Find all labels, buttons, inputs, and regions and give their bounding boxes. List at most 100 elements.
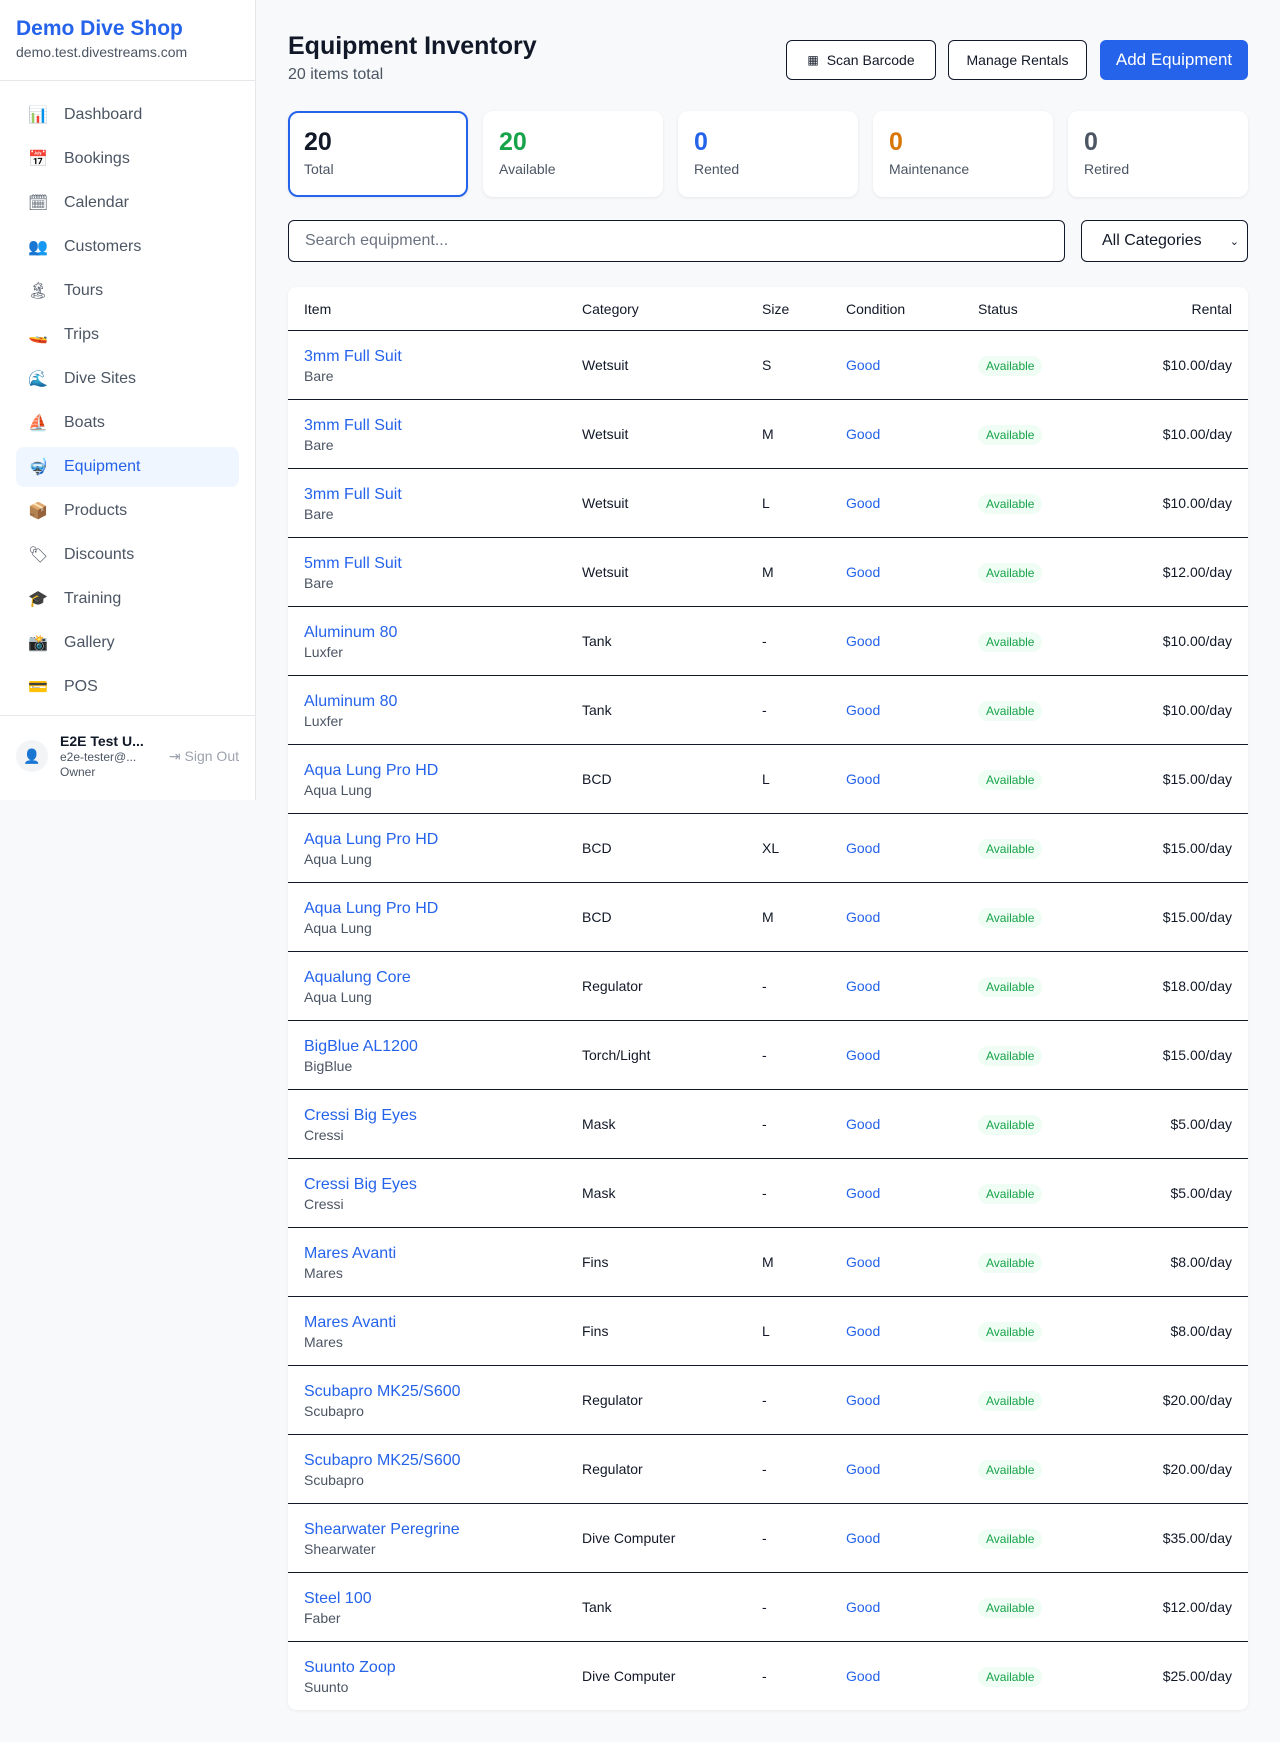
category-select[interactable]: All Categories ⌄ xyxy=(1081,220,1248,262)
stats-cards: 20 Total 20 Available 0 Rented 0 Maintenance 0 Re… xyxy=(288,111,1248,197)
status-badge: Available xyxy=(978,1598,1043,1618)
stat-label: Total xyxy=(304,161,334,177)
item-size: L xyxy=(762,1323,770,1339)
item-name-link[interactable]: Shearwater Peregrine xyxy=(304,1521,460,1538)
table-row: 3mm Full Suit Bare Wetsuit M Good Availab… xyxy=(288,399,1248,468)
sidebar-item-discounts[interactable]: 🏷 Discounts xyxy=(16,535,239,575)
item-category: Wetsuit xyxy=(582,357,629,373)
status-badge: Available xyxy=(978,908,1043,928)
item-name-link[interactable]: Aqua Lung Pro HD xyxy=(304,831,439,848)
search-input[interactable] xyxy=(288,220,1065,262)
item-name-link[interactable]: BigBlue AL1200 xyxy=(304,1038,418,1055)
item-category: Torch/Light xyxy=(582,1047,651,1063)
item-brand: Bare xyxy=(304,506,334,522)
sidebar-item-calendar[interactable]: 🗓 Calendar xyxy=(16,183,239,223)
sidebar-item-dashboard[interactable]: 📊 Dashboard xyxy=(16,95,239,135)
stat-card-available[interactable]: 20 Available xyxy=(483,111,663,197)
header-item[interactable]: Item xyxy=(304,300,332,317)
item-category: Regulator xyxy=(582,1392,643,1408)
header-size[interactable]: Size xyxy=(762,300,790,317)
item-name-link[interactable]: 3mm Full Suit xyxy=(304,348,402,365)
stat-card-total[interactable]: 20 Total xyxy=(288,111,468,197)
sidebar-item-tours[interactable]: 🏝 Tours xyxy=(16,271,239,311)
sidebar-item-label: Customers xyxy=(64,238,142,255)
header-category[interactable]: Category xyxy=(582,300,639,317)
sidebar-item-pos[interactable]: 💳 POS xyxy=(16,667,239,707)
add-equipment-button[interactable]: Add Equipment xyxy=(1100,40,1248,80)
item-category: Tank xyxy=(582,633,612,649)
item-category: Mask xyxy=(582,1116,616,1132)
sidebar-item-boats[interactable]: ⛵ Boats xyxy=(16,403,239,443)
sign-out-button[interactable]: ⇥ Sign Out xyxy=(169,748,239,765)
item-category: Wetsuit xyxy=(582,564,629,580)
item-size: - xyxy=(762,1599,767,1615)
scan-barcode-label: Scan Barcode xyxy=(826,52,915,68)
sidebar-item-customers[interactable]: 👥 Customers xyxy=(16,227,239,267)
item-category: Fins xyxy=(582,1323,609,1339)
stat-card-retired[interactable]: 0 Retired xyxy=(1068,111,1248,197)
item-name-link[interactable]: Scubapro MK25/S600 xyxy=(304,1383,461,1400)
item-name-link[interactable]: Steel 100 xyxy=(304,1590,372,1607)
sidebar-item-label: Gallery xyxy=(64,634,115,651)
sidebar-item-label: Calendar xyxy=(64,194,129,211)
item-category: Mask xyxy=(582,1185,616,1201)
stat-card-rented[interactable]: 0 Rented xyxy=(678,111,858,197)
item-name-link[interactable]: Aluminum 80 xyxy=(304,624,398,641)
item-name-link[interactable]: Cressi Big Eyes xyxy=(304,1176,417,1193)
item-rental-price: $10.00/day xyxy=(1162,702,1232,718)
table-row: Shearwater Peregrine Shearwater Dive Comp… xyxy=(288,1503,1248,1572)
item-category: Dive Computer xyxy=(582,1668,676,1684)
sidebar: Demo Dive Shop demo.test.divestreams.com… xyxy=(0,0,256,800)
header-rental[interactable]: Rental xyxy=(1191,300,1232,317)
status-badge: Available xyxy=(978,770,1043,790)
stat-value: 20 xyxy=(499,128,527,156)
item-name-link[interactable]: Aluminum 80 xyxy=(304,693,398,710)
item-brand: Bare xyxy=(304,437,334,453)
item-category: BCD xyxy=(582,840,612,856)
item-name-link[interactable]: Aqua Lung Pro HD xyxy=(304,762,439,779)
item-name-link[interactable]: Aqualung Core xyxy=(304,969,411,986)
item-size: - xyxy=(762,978,767,994)
table-row: Cressi Big Eyes Cressi Mask - Good Availa… xyxy=(288,1089,1248,1158)
item-name-link[interactable]: 5mm Full Suit xyxy=(304,555,402,572)
shop-name[interactable]: Demo Dive Shop xyxy=(16,17,183,40)
item-name-link[interactable]: 3mm Full Suit xyxy=(304,417,402,434)
sidebar-item-equipment[interactable]: 🤿 Equipment xyxy=(16,447,239,487)
item-rental-price: $15.00/day xyxy=(1162,840,1232,856)
status-badge: Available xyxy=(978,1046,1043,1066)
customers-icon: 👥 xyxy=(28,239,48,256)
stat-label: Available xyxy=(499,161,556,177)
sidebar-item-label: Dashboard xyxy=(64,106,143,123)
table-row: BigBlue AL1200 BigBlue Torch/Light - Good… xyxy=(288,1020,1248,1089)
sidebar-item-training[interactable]: 🎓 Training xyxy=(16,579,239,619)
sidebar-item-trips[interactable]: 🚤 Trips xyxy=(16,315,239,355)
item-name-link[interactable]: Mares Avanti xyxy=(304,1314,397,1331)
user-panel: 👤 E2E Test U... e2e-tester@... Owner ⇥ S… xyxy=(0,715,255,796)
item-condition: Good xyxy=(846,633,881,649)
sidebar-item-label: Dive Sites xyxy=(64,370,137,387)
item-name-link[interactable]: 3mm Full Suit xyxy=(304,486,402,503)
item-name-link[interactable]: Cressi Big Eyes xyxy=(304,1107,417,1124)
header-condition[interactable]: Condition xyxy=(846,300,906,317)
sidebar-item-dive-sites[interactable]: 🌊 Dive Sites xyxy=(16,359,239,399)
manage-rentals-button[interactable]: Manage Rentals xyxy=(948,40,1087,80)
table-row: Aluminum 80 Luxfer Tank - Good Available … xyxy=(288,606,1248,675)
item-name-link[interactable]: Mares Avanti xyxy=(304,1245,397,1262)
sign-out-icon: ⇥ xyxy=(168,747,181,764)
item-brand: Aqua Lung xyxy=(304,989,372,1005)
item-size: - xyxy=(762,1047,767,1063)
stat-label: Maintenance xyxy=(889,161,970,177)
user-name: E2E Test U... xyxy=(60,733,144,749)
item-name-link[interactable]: Scubapro MK25/S600 xyxy=(304,1452,461,1469)
header-status[interactable]: Status xyxy=(978,300,1018,317)
item-name-link[interactable]: Aqua Lung Pro HD xyxy=(304,900,439,917)
item-name-link[interactable]: Suunto Zoop xyxy=(304,1659,396,1676)
stat-card-maintenance[interactable]: 0 Maintenance xyxy=(873,111,1053,197)
sidebar-item-bookings[interactable]: 📅 Bookings xyxy=(16,139,239,179)
table-row: Aqua Lung Pro HD Aqua Lung BCD M Good Ava… xyxy=(288,882,1248,951)
scan-barcode-button[interactable]: ▦ Scan Barcode xyxy=(786,40,936,80)
category-select-value: All Categories xyxy=(1102,232,1202,249)
sidebar-item-products[interactable]: 📦 Products xyxy=(16,491,239,531)
item-size: M xyxy=(762,1254,774,1270)
sidebar-item-gallery[interactable]: 📸 Gallery xyxy=(16,623,239,663)
